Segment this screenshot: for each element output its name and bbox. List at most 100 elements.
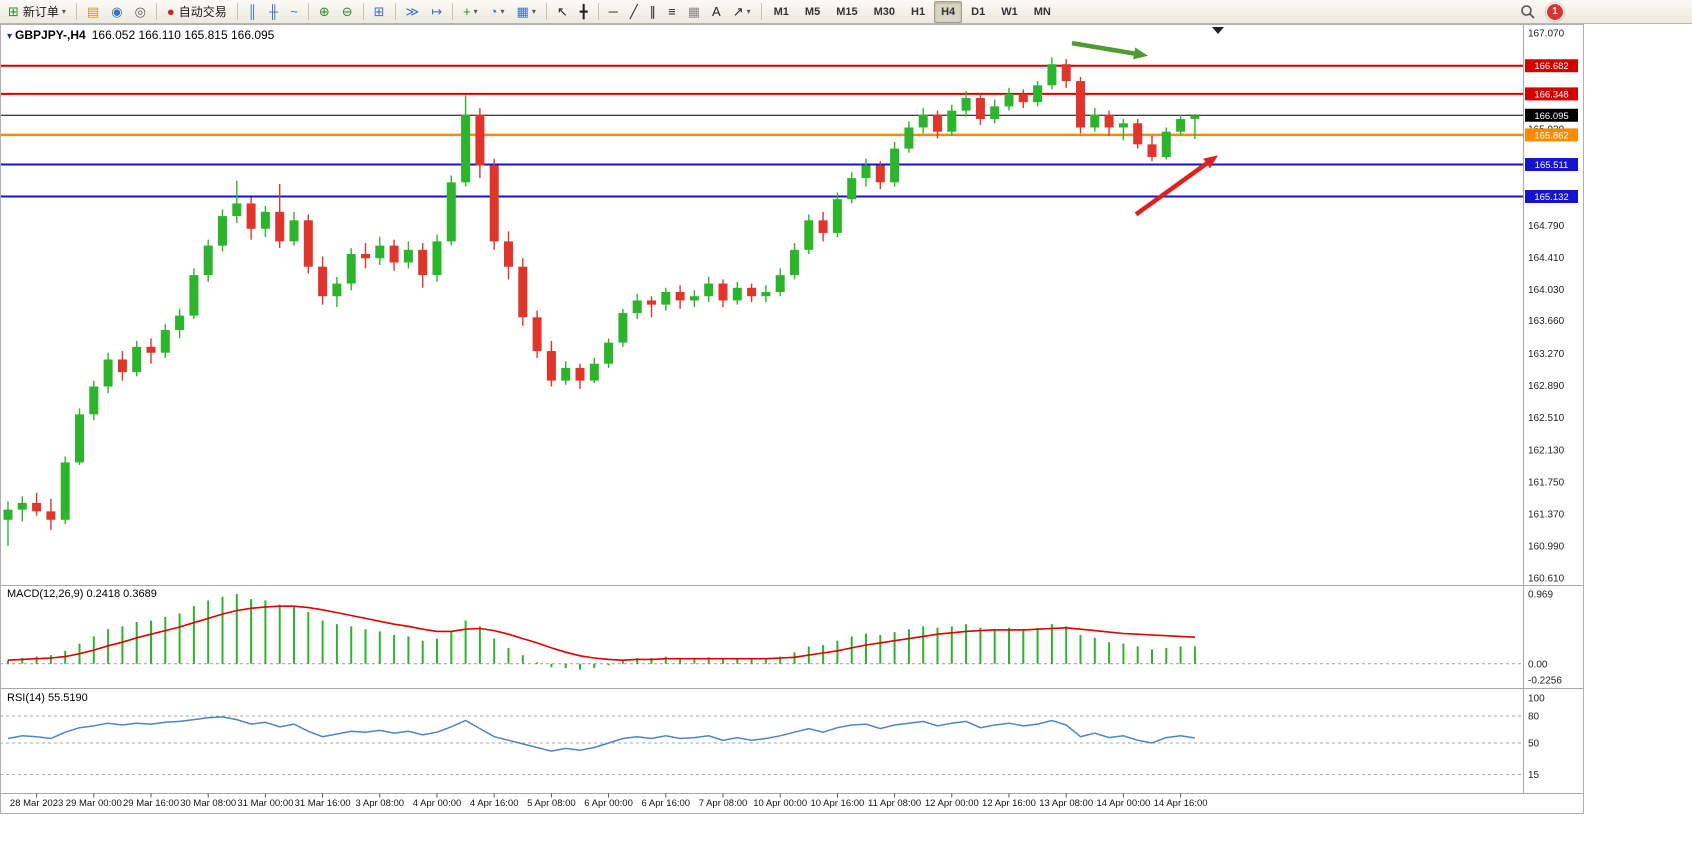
autotrading-icon: ● [166, 4, 175, 19]
price-chart-svg[interactable]: 167.070165.930164.790164.410164.030163.6… [0, 24, 1692, 814]
timeframe-d1-button[interactable]: D1 [971, 5, 986, 18]
cursor-button[interactable]: ↖ [552, 1, 573, 23]
crosshair-button[interactable]: ╋ [575, 1, 593, 23]
candle-body [689, 296, 699, 301]
price-axis-label: 160.990 [1528, 541, 1565, 552]
periods-button[interactable]: ◔ ▾ [485, 1, 510, 23]
chart-shift-button[interactable]: ↦ [426, 1, 447, 23]
red-arrow[interactable] [1134, 155, 1218, 217]
chart-bars-icon: ║ [247, 4, 258, 19]
chart-collapse-icon[interactable]: ▾ [7, 31, 13, 42]
candle-body [1104, 114, 1114, 128]
text-tool-button[interactable]: A [707, 1, 726, 23]
time-axis-label: 6 Apr 16:00 [641, 798, 690, 809]
time-axis-label: 14 Apr 00:00 [1096, 798, 1150, 809]
new-order-dropdown-icon[interactable]: ▾ [61, 7, 66, 16]
macd-axis-label: 0.00 [1528, 659, 1548, 670]
zoom-out-button[interactable]: ⊖ [337, 1, 358, 23]
navigator-button[interactable]: ◉ [106, 1, 127, 23]
terminal-button[interactable]: ◎ [130, 1, 151, 23]
candle-body [675, 292, 685, 301]
timeframe-w1-button[interactable]: W1 [1001, 5, 1018, 18]
candle-body [1033, 85, 1043, 103]
toolbar-group: ↖ ╋ [551, 0, 594, 23]
auto-scroll-button[interactable]: ≫ [401, 1, 425, 23]
chart-window[interactable]: 167.070165.930164.790164.410164.030163.6… [0, 24, 1692, 847]
candle-body [875, 165, 885, 183]
autotrading-button[interactable]: ● 自动交易 [162, 1, 232, 23]
candle-body [804, 220, 814, 250]
price-axis[interactable]: 167.070165.930164.790164.410164.030163.6… [1525, 29, 1578, 782]
chart-bars-button[interactable]: ║ [243, 1, 262, 23]
candle-body [461, 114, 471, 183]
indicators-button[interactable]: + ▾ [458, 1, 483, 23]
price-badge-165.862 [1525, 128, 1578, 142]
zoom-out-icon: ⊖ [341, 4, 353, 19]
search-icon[interactable] [1520, 4, 1536, 20]
zoom-in-button[interactable]: ⊕ [314, 1, 335, 23]
timeframe-m15-button[interactable]: M15 [836, 5, 858, 18]
candle-body [1004, 93, 1014, 107]
rsi-axis-label: 15 [1528, 770, 1540, 781]
arrows-tool-button[interactable]: ↗ ▾ [728, 1, 756, 23]
candle-body [203, 245, 213, 276]
candle-body [1118, 123, 1128, 128]
time-axis-label: 13 Apr 08:00 [1039, 798, 1093, 809]
timeframe-m1-button[interactable]: M1 [773, 5, 789, 18]
hline-tool-button[interactable]: ─ [604, 1, 623, 23]
price-badge-165.511 [1525, 158, 1578, 172]
fibonacci-tool-button[interactable]: ≡ [663, 1, 681, 23]
candle-body [346, 254, 356, 284]
chart-candles-button[interactable]: ╫ [264, 1, 283, 23]
candle-body [546, 351, 556, 381]
notification-badge[interactable]: 1 [1546, 2, 1564, 21]
grid-tool-button[interactable]: ▦ [683, 1, 705, 23]
candle-body [504, 241, 513, 267]
market-watch-button[interactable]: ▤ [82, 1, 104, 23]
macd-axis-label: -0.2256 [1528, 676, 1562, 687]
crosshair-icon: ╋ [579, 4, 588, 19]
candle-body [103, 359, 113, 387]
toolbar-separator [362, 3, 364, 20]
candle-body [403, 249, 413, 263]
time-axis[interactable]: 28 Mar 2023 29 Mar 00:00 29 Mar 16:00 30 Ma… [10, 793, 1208, 810]
timeframe-m30-button[interactable]: M30 [873, 5, 895, 18]
templates-dropdown-icon[interactable]: ▾ [531, 7, 536, 16]
periods-dropdown-icon[interactable]: ▾ [500, 7, 505, 16]
new-order-button[interactable]: ⊞ 新订单 ▾ [3, 1, 71, 23]
candle-body [904, 127, 914, 149]
autotrading-label: 自动交易 [178, 5, 227, 19]
price-axis-label: 164.030 [1528, 285, 1565, 296]
timeframe-h1-button[interactable]: H1 [911, 5, 926, 18]
candle-body [518, 266, 528, 318]
navigator-icon: ◉ [111, 4, 123, 19]
candle-body [418, 249, 428, 276]
toolbar-group: ⊞ 新订单 ▾ [2, 0, 72, 23]
toolbar-separator [307, 3, 309, 20]
candle-body [32, 502, 42, 512]
timeframe-mn-button[interactable]: MN [1033, 5, 1051, 18]
candle-body [561, 367, 571, 381]
chart-canvas[interactable]: 167.070165.930164.790164.410164.030163.6… [0, 24, 1692, 814]
candle-body [1090, 114, 1100, 128]
trendline-tool-button[interactable]: ╱ [625, 1, 643, 23]
templates-button[interactable]: ▦ ▾ [512, 1, 541, 23]
arrows-tool-dropdown-icon[interactable]: ▾ [746, 7, 751, 16]
green-arrow[interactable] [1071, 40, 1148, 60]
candle-body [361, 254, 370, 259]
candle-body [933, 114, 942, 132]
channel-tool-button[interactable]: ∥ [645, 1, 662, 23]
market-watch-icon: ▤ [86, 4, 100, 19]
chart-shift-marker[interactable] [1212, 27, 1224, 34]
chart-line-button[interactable]: ~ [285, 1, 303, 23]
timeframe-group: M1 M5 M15 M30 H1 H4 D1 W1 MN [766, 0, 1059, 23]
candle-body [775, 275, 785, 293]
timeframe-m5-button[interactable]: M5 [804, 5, 821, 18]
cursor-icon: ↖ [556, 4, 568, 19]
candle-body [17, 502, 27, 510]
price-axis-label: 167.070 [1528, 29, 1565, 40]
tile-windows-button[interactable]: ⊞ [369, 1, 390, 23]
candle-body [232, 203, 242, 217]
timeframe-h4-button[interactable]: H4 [934, 0, 963, 23]
indicators-dropdown-icon[interactable]: ▾ [473, 7, 478, 16]
